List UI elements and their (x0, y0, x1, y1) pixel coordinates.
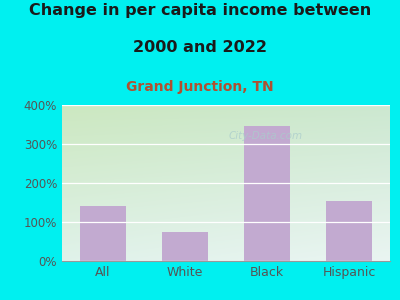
Bar (326, 200, 372, 261)
Text: City-Data.com: City-Data.com (228, 131, 302, 141)
Text: Change in per capita income between: Change in per capita income between (29, 3, 371, 18)
Text: Grand Junction, TN: Grand Junction, TN (126, 80, 274, 94)
Bar (244, 126, 290, 261)
Text: 2000 and 2022: 2000 and 2022 (133, 40, 267, 56)
Bar (162, 232, 208, 261)
Bar (80, 206, 126, 261)
